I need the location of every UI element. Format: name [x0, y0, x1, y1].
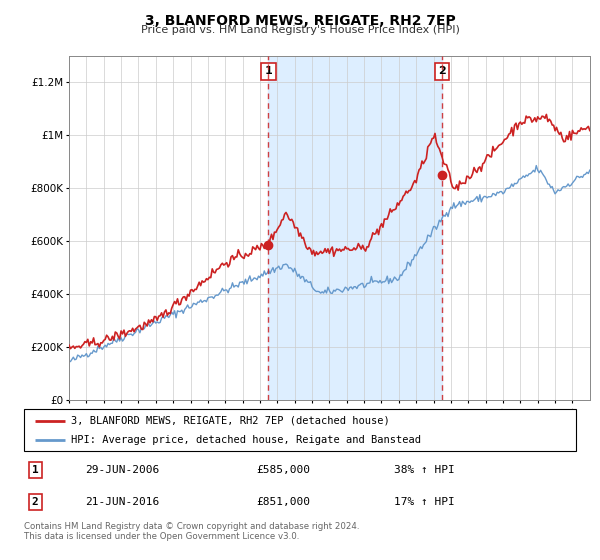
Text: This data is licensed under the Open Government Licence v3.0.: This data is licensed under the Open Gov…	[24, 532, 299, 541]
Text: Price paid vs. HM Land Registry's House Price Index (HPI): Price paid vs. HM Land Registry's House …	[140, 25, 460, 35]
Text: £585,000: £585,000	[256, 465, 310, 475]
Text: 17% ↑ HPI: 17% ↑ HPI	[394, 497, 455, 507]
Text: 2: 2	[438, 67, 446, 77]
Text: Contains HM Land Registry data © Crown copyright and database right 2024.: Contains HM Land Registry data © Crown c…	[24, 522, 359, 531]
FancyBboxPatch shape	[24, 409, 576, 451]
Text: £851,000: £851,000	[256, 497, 310, 507]
Text: 2: 2	[32, 497, 38, 507]
Text: HPI: Average price, detached house, Reigate and Banstead: HPI: Average price, detached house, Reig…	[71, 435, 421, 445]
Text: 1: 1	[32, 465, 38, 475]
Bar	[268, 56, 442, 400]
Text: 3, BLANFORD MEWS, REIGATE, RH2 7EP (detached house): 3, BLANFORD MEWS, REIGATE, RH2 7EP (deta…	[71, 416, 389, 426]
Text: 3, BLANFORD MEWS, REIGATE, RH2 7EP: 3, BLANFORD MEWS, REIGATE, RH2 7EP	[145, 14, 455, 28]
Text: 29-JUN-2006: 29-JUN-2006	[85, 465, 159, 475]
Text: 21-JUN-2016: 21-JUN-2016	[85, 497, 159, 507]
Text: 38% ↑ HPI: 38% ↑ HPI	[394, 465, 455, 475]
Text: 1: 1	[265, 67, 272, 77]
